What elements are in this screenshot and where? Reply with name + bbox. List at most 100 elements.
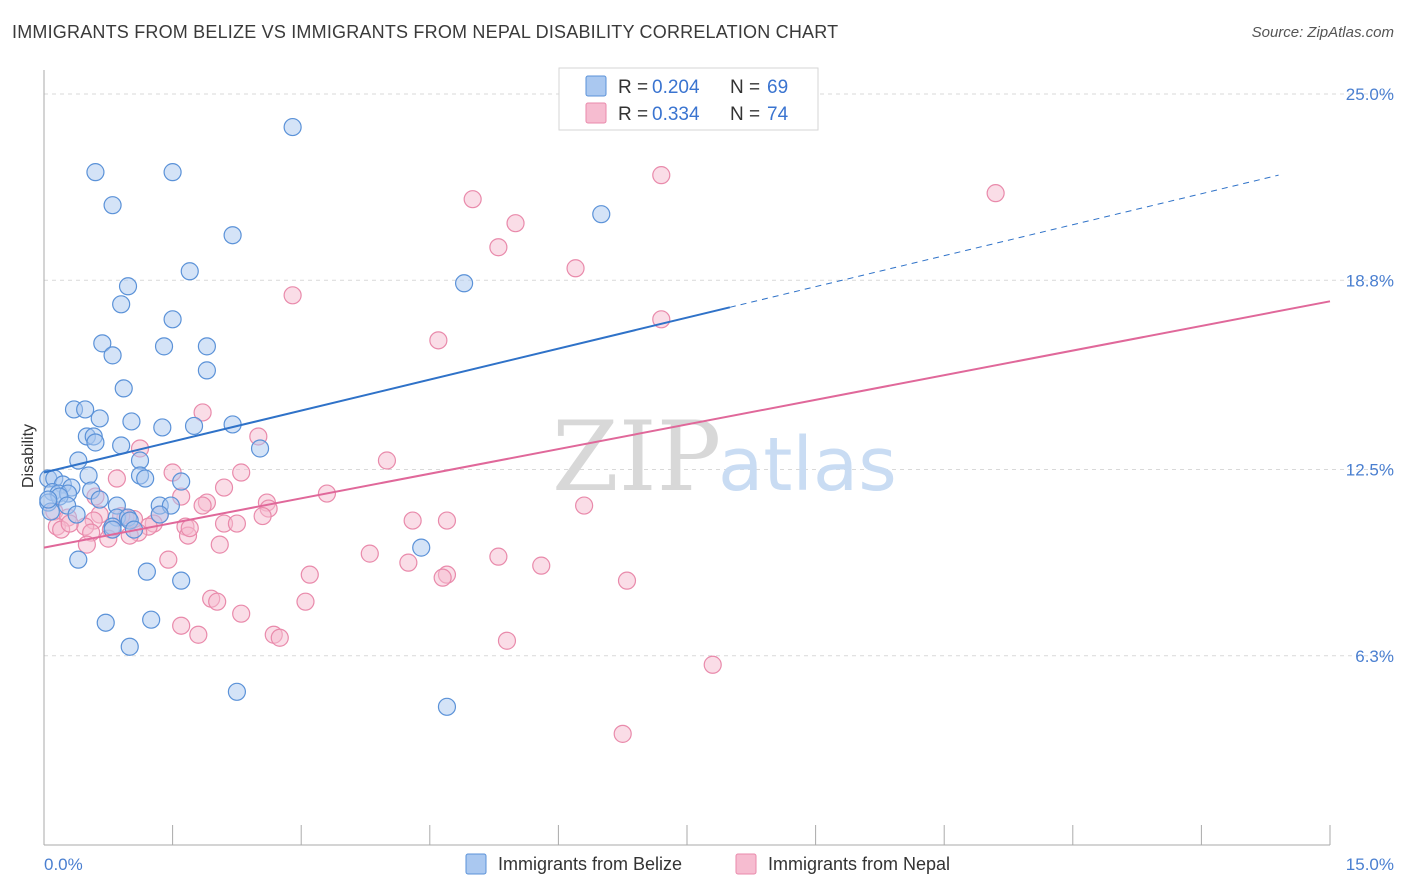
source-value: ZipAtlas.com — [1307, 24, 1394, 41]
data-point — [86, 433, 105, 452]
data-point — [189, 625, 208, 644]
y-axis-label: Disability — [20, 424, 37, 488]
bottom-legend-nepal-swatch — [735, 853, 757, 875]
x-tick-min: 0.0% — [44, 855, 83, 874]
data-point — [532, 556, 551, 575]
data-point — [437, 697, 457, 716]
data-point — [454, 274, 474, 293]
data-point — [232, 604, 251, 623]
data-point — [250, 439, 270, 458]
data-point — [159, 550, 178, 569]
data-point — [137, 562, 156, 581]
data-point — [172, 472, 191, 491]
data-point — [986, 184, 1005, 203]
data-point — [223, 226, 242, 245]
data-point — [437, 511, 457, 530]
data-point — [197, 361, 216, 380]
y-tick-label: 12.5% — [1346, 461, 1394, 480]
trend-lines — [43, 174, 1331, 549]
data-point — [67, 505, 86, 524]
data-point — [96, 613, 115, 632]
data-point — [497, 631, 517, 650]
watermark-zip: ZIP — [552, 401, 721, 513]
data-point — [172, 571, 191, 590]
watermark: ZIP atlas — [552, 401, 897, 513]
data-point — [433, 568, 452, 587]
data-point — [118, 277, 138, 296]
legend-belize-swatch — [585, 75, 607, 97]
legend-belize-r-label: R = — [618, 77, 648, 98]
data-point — [103, 196, 122, 215]
data-point — [39, 490, 58, 509]
data-point — [575, 496, 594, 515]
data-point — [163, 163, 182, 182]
data-point — [69, 550, 88, 569]
data-point — [120, 637, 139, 656]
data-point — [429, 331, 448, 350]
data-point — [154, 337, 174, 356]
data-point — [214, 478, 234, 497]
grid-lines — [44, 93, 1395, 657]
data-point — [136, 469, 155, 488]
data-point — [617, 571, 637, 590]
legend-belize-r-value: 0.204 — [652, 77, 700, 98]
legend-nepal-r-value: 0.334 — [652, 104, 700, 125]
axes — [43, 70, 1331, 846]
data-point — [103, 346, 122, 365]
data-point — [283, 286, 302, 305]
data-point — [566, 259, 585, 278]
correlation-legend: R = 0.204 N = 69 R = 0.334 N = 74 — [558, 67, 819, 131]
belize-points — [39, 117, 611, 716]
legend-nepal-swatch — [585, 102, 607, 124]
data-point — [180, 518, 199, 538]
data-point — [122, 412, 141, 431]
bottom-legend-belize-label: Immigrants from Belize — [498, 854, 682, 874]
data-point — [506, 214, 525, 233]
data-point — [489, 238, 508, 257]
source-label: Source: — [1251, 24, 1304, 41]
bottom-legend-nepal-label: Immigrants from Nepal — [768, 854, 950, 874]
source-credit: Source: ZipAtlas.com — [1252, 24, 1394, 41]
data-point — [93, 334, 112, 353]
data-point — [153, 418, 172, 437]
data-point — [360, 544, 379, 563]
data-point — [180, 262, 199, 281]
data-point — [107, 469, 126, 488]
data-point — [223, 415, 242, 434]
legend-nepal-r-label: R = — [618, 104, 648, 125]
data-point — [253, 506, 272, 526]
y-tick-label: 6.3% — [1355, 647, 1394, 666]
data-point — [652, 166, 671, 185]
data-point — [76, 400, 95, 419]
data-point — [412, 538, 431, 557]
data-point — [184, 416, 204, 436]
data-point — [114, 379, 133, 398]
data-point — [197, 337, 216, 356]
y-tick-label: 25.0% — [1346, 85, 1394, 104]
legend-nepal-n-label: N = — [730, 104, 760, 125]
nepal-trend-line — [43, 300, 1331, 549]
data-point — [403, 511, 422, 530]
data-point — [193, 496, 212, 515]
data-point — [489, 547, 508, 566]
x-tick-max: 15.0% — [1346, 855, 1394, 874]
data-point — [86, 163, 105, 182]
data-point — [172, 616, 191, 635]
data-point — [142, 610, 161, 629]
data-point — [232, 463, 251, 482]
data-point — [112, 436, 131, 455]
data-point — [296, 592, 315, 611]
data-point — [270, 628, 289, 647]
legend-nepal-n-value: 74 — [767, 104, 789, 125]
data-point — [208, 592, 227, 611]
data-point — [227, 514, 246, 533]
data-point — [377, 451, 397, 470]
data-point — [399, 553, 418, 572]
data-point — [300, 565, 319, 584]
data-point — [283, 117, 302, 137]
belize-trend-line — [43, 306, 731, 474]
data-point — [112, 295, 131, 314]
data-point — [90, 409, 109, 428]
data-point — [592, 205, 611, 224]
